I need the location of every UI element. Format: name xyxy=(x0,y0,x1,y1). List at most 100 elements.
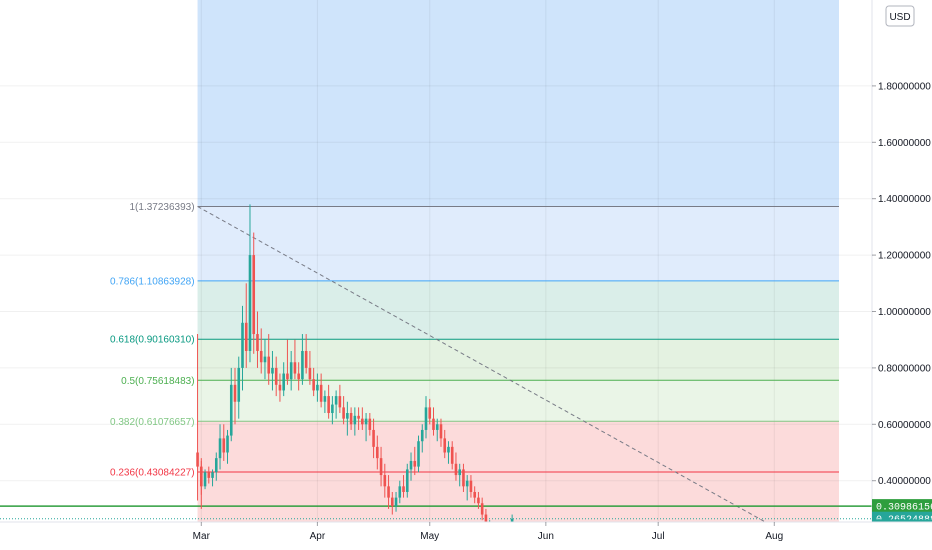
time-tick-label: Apr xyxy=(310,531,326,542)
candle-body xyxy=(229,384,233,436)
price-axis[interactable]: 1.80000000 1.60000000 1.40000000 1.20000000… xyxy=(871,0,932,550)
fib-label-1: 1(1.37236393) xyxy=(129,202,194,213)
price-tick-label: 0.40000000 xyxy=(878,476,931,487)
price-tick-label: 1.20000000 xyxy=(878,251,931,262)
candle-body xyxy=(364,418,368,425)
candle-body xyxy=(477,497,480,504)
price-tick-label: 0.80000000 xyxy=(878,363,931,374)
candle-body xyxy=(301,350,304,380)
time-tick-label: Jul xyxy=(652,531,665,542)
fib-zones xyxy=(197,0,839,550)
candle-body xyxy=(286,373,289,380)
candle-body xyxy=(338,396,342,408)
candle-body xyxy=(316,384,319,391)
candle-body xyxy=(420,429,424,442)
candle-body xyxy=(278,384,282,391)
price-tag-label: 0.30986156 xyxy=(876,503,932,514)
candle-body xyxy=(282,373,285,391)
candle-body xyxy=(252,255,256,335)
candle-body xyxy=(214,458,218,473)
time-tick-label: Mar xyxy=(193,531,211,542)
candle-body xyxy=(424,407,428,430)
currency-badge-frame xyxy=(885,5,915,27)
candle-body xyxy=(244,322,248,351)
candle-body xyxy=(308,367,312,380)
price-tick-label: 1.60000000 xyxy=(878,138,931,149)
candle-body xyxy=(200,475,203,487)
candle-body xyxy=(450,446,454,464)
candle-body xyxy=(409,460,413,470)
candle-body xyxy=(379,458,383,476)
price-tick-label: 0.60000000 xyxy=(878,420,931,431)
candle-body xyxy=(346,413,349,419)
candle-body xyxy=(312,379,315,391)
price-tick-label: 1.80000000 xyxy=(878,81,931,92)
candle-body xyxy=(447,446,450,453)
candle-body xyxy=(372,429,375,447)
candle-body xyxy=(323,396,327,402)
candle-body xyxy=(226,435,229,453)
candle-body xyxy=(473,491,476,498)
candle-body xyxy=(469,480,473,492)
time-axis[interactable]: Mar Apr May Jun Jul Aug xyxy=(0,521,932,550)
fib-label-0.236: 0.236(0.43084227) xyxy=(110,468,195,479)
currency-badge-label: USD xyxy=(889,12,910,23)
time-axis-ticks: Mar Apr May Jun Jul Aug xyxy=(193,522,783,542)
candle-body xyxy=(203,472,207,487)
candle-body xyxy=(241,322,244,368)
candle-body xyxy=(376,446,379,459)
zone-0.236 xyxy=(197,421,839,473)
zone-0.618 xyxy=(197,280,839,340)
fib-level-labels: 1(1.37236393) 0.786(1.10863928) 0.618(0.90… xyxy=(110,202,195,550)
candle-body xyxy=(289,362,293,380)
zone-above-1 xyxy=(197,0,839,207)
candle-body xyxy=(443,438,447,453)
candle-body xyxy=(432,418,435,430)
candle-body xyxy=(293,362,297,374)
time-tick-label: May xyxy=(420,531,439,542)
currency-badge[interactable]: USD xyxy=(885,5,915,27)
candle-body xyxy=(237,367,241,402)
fib-label-0.786: 0.786(1.10863928) xyxy=(110,276,195,287)
candle-body xyxy=(218,438,222,459)
candle-body xyxy=(267,356,271,374)
candle-body xyxy=(458,469,462,476)
candle-body xyxy=(454,463,458,476)
candle-body xyxy=(361,418,364,425)
trend-line-segment xyxy=(197,206,817,550)
candle-body xyxy=(402,486,405,492)
zone-0.786 xyxy=(197,206,839,281)
candle-body xyxy=(435,424,439,430)
candle-body xyxy=(405,469,409,492)
candle-body xyxy=(248,255,252,351)
candle-body xyxy=(319,384,323,402)
fib-label-0.382: 0.382(0.61076657) xyxy=(110,417,195,428)
candle-body xyxy=(480,503,484,515)
price-axis-ticks: 1.80000000 1.60000000 1.40000000 1.20000000… xyxy=(872,81,931,487)
price-tick-label: 1.40000000 xyxy=(878,194,931,205)
candle-body xyxy=(357,415,360,419)
zone-0.5 xyxy=(197,339,839,381)
candle-body xyxy=(297,373,300,380)
candle-body xyxy=(387,486,390,498)
candle-body xyxy=(196,452,199,467)
candle-body xyxy=(331,404,334,414)
candle-body xyxy=(417,441,420,467)
candle-body xyxy=(342,407,345,419)
candle-body xyxy=(263,356,267,363)
candle-body xyxy=(353,415,357,425)
candle-body xyxy=(368,418,372,430)
time-tick-label: Jun xyxy=(538,531,554,542)
fib-label-0.618: 0.618(0.90160310) xyxy=(110,335,195,346)
zone-0.382 xyxy=(197,380,839,422)
candle-body xyxy=(334,396,338,405)
candle-body xyxy=(211,472,214,478)
candle-body xyxy=(462,469,465,487)
candle-body xyxy=(274,367,278,385)
candle-body xyxy=(394,497,398,507)
candle-body xyxy=(413,460,417,467)
candle-body xyxy=(271,367,274,374)
candle-body xyxy=(398,486,402,498)
fib-label-0.5: 0.5(0.75618483) xyxy=(121,376,194,387)
